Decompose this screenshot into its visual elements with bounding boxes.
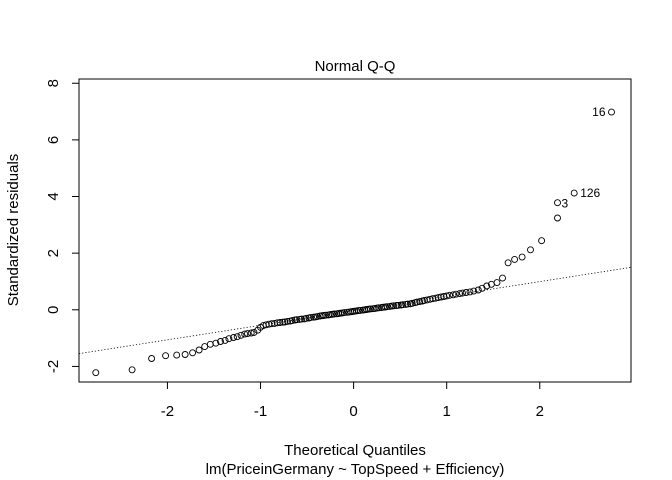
data-point: [284, 317, 291, 325]
data-point: [462, 289, 470, 296]
data-point: [302, 314, 310, 322]
data-point: [493, 279, 501, 287]
data-point: [470, 287, 478, 295]
data-point: [330, 310, 338, 318]
data-point: [452, 290, 460, 298]
data-point: [247, 329, 255, 337]
y-axis: -2 0 2 4 6 8: [45, 79, 80, 373]
data-point: [340, 309, 348, 317]
data-point: [201, 343, 209, 351]
data-point: [390, 302, 398, 310]
data-point: [416, 298, 424, 306]
point-labels: 16 126 3: [562, 105, 606, 211]
data-point: [237, 331, 245, 339]
y-tick-label: 6: [45, 136, 62, 144]
data-point: [195, 346, 203, 354]
model-formula-label: lm(PriceinGermany ~ TopSpeed + Efficienc…: [206, 461, 505, 478]
y-tick-label: 4: [45, 192, 62, 200]
data-point: [443, 292, 451, 300]
data-points: [92, 108, 615, 377]
data-point: [181, 351, 189, 358]
data-point: [408, 299, 416, 307]
data-point: [189, 349, 197, 357]
data-point: [230, 334, 237, 341]
data-point: [483, 282, 491, 290]
data-point: [511, 255, 519, 263]
data-point: [504, 259, 512, 267]
data-point: [554, 214, 561, 222]
data-point: [474, 286, 482, 294]
data-point: [554, 199, 561, 207]
x-tick-label: -2: [161, 403, 174, 420]
data-point: [241, 330, 249, 338]
data-point: [399, 301, 407, 309]
y-tick-label: 2: [45, 249, 62, 257]
data-point: [217, 338, 224, 345]
data-point: [383, 303, 391, 311]
y-tick-label: 8: [45, 79, 62, 87]
data-point: [173, 351, 181, 359]
point-label: 16: [592, 105, 606, 119]
data-point: [356, 306, 364, 314]
y-axis-label: Standardized residuals: [5, 154, 22, 307]
data-point: [293, 316, 301, 324]
data-point: [298, 315, 305, 323]
data-point: [456, 290, 464, 298]
data-point: [527, 246, 534, 254]
point-label: 3: [562, 197, 569, 211]
x-tick-label: 2: [536, 403, 544, 420]
data-point: [366, 305, 374, 313]
data-point: [313, 313, 321, 321]
data-point: [499, 274, 506, 282]
point-label: 126: [580, 186, 600, 200]
data-point: [459, 289, 466, 297]
data-point: [394, 301, 402, 309]
data-point: [307, 313, 315, 321]
data-point: [233, 333, 241, 341]
data-point: [518, 253, 526, 261]
data-point: [608, 108, 615, 116]
data-point: [92, 369, 100, 377]
data-point: [162, 352, 170, 360]
data-point: [449, 291, 457, 299]
data-point: [212, 339, 220, 347]
data-point: [221, 336, 229, 344]
data-point: [404, 300, 412, 308]
data-point: [244, 330, 251, 338]
data-point: [225, 335, 233, 343]
data-point: [250, 328, 258, 336]
x-axis-label: Theoretical Quantiles: [284, 442, 426, 459]
x-tick-label: 1: [443, 403, 451, 420]
data-point: [538, 237, 546, 245]
x-tick-label: -1: [254, 403, 267, 420]
data-point: [322, 311, 330, 319]
data-point: [570, 189, 578, 197]
y-tick-label: 0: [45, 306, 62, 314]
x-tick-label: 0: [349, 403, 357, 420]
y-tick-label: -2: [45, 360, 62, 373]
data-point: [375, 304, 383, 312]
data-point: [466, 288, 474, 296]
chart-title: Normal Q-Q: [315, 58, 396, 75]
data-point: [148, 355, 156, 362]
data-point: [128, 366, 136, 374]
data-point: [288, 317, 296, 325]
data-point: [276, 319, 284, 326]
data-point: [446, 291, 453, 299]
x-axis: -2 -1 0 1 2: [161, 381, 544, 420]
